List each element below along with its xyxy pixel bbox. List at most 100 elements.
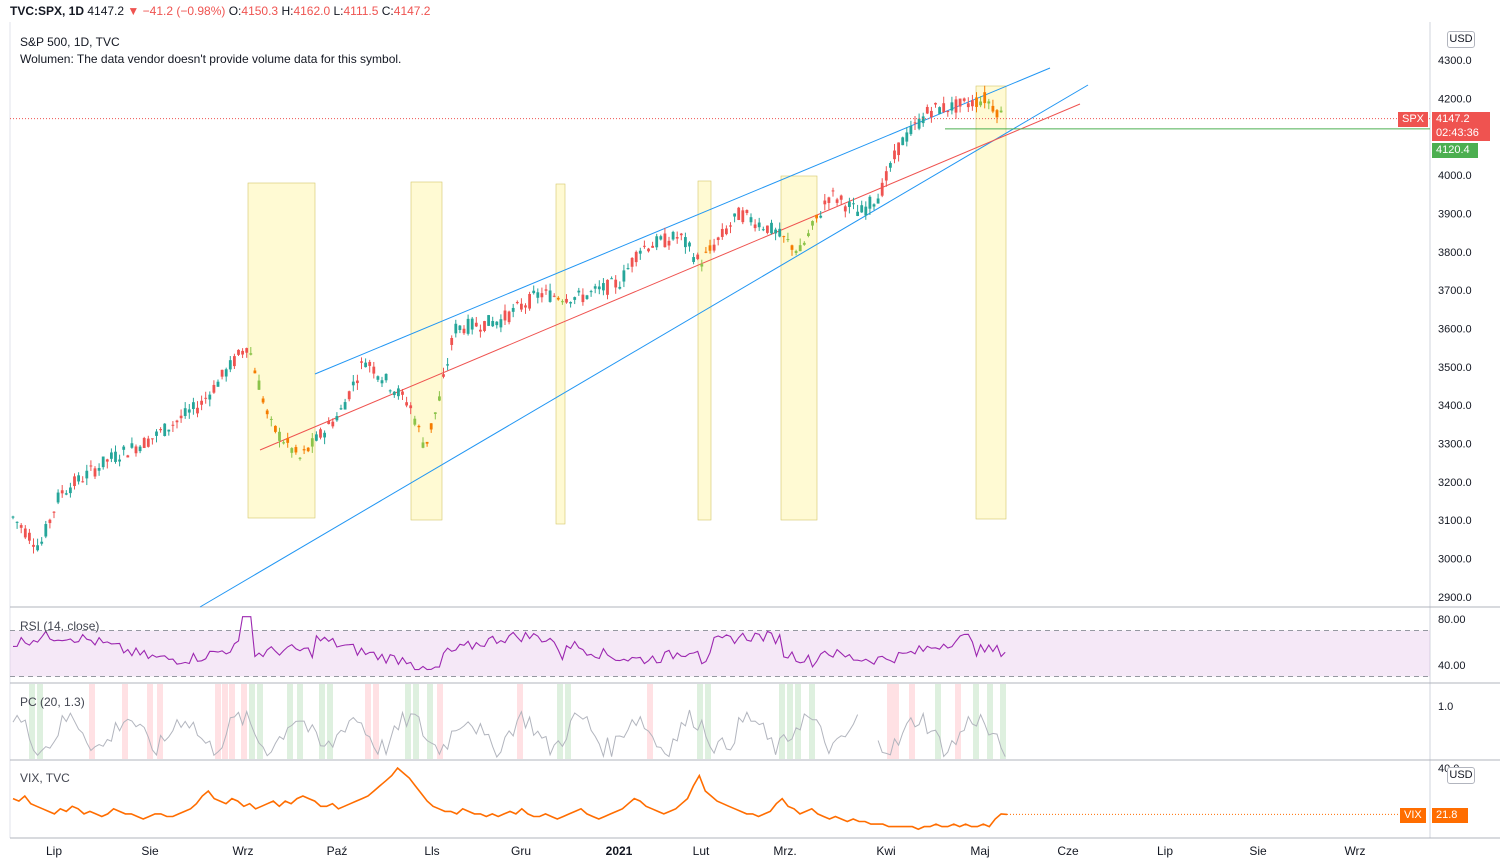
candle-body (413, 418, 417, 425)
highlight-band[interactable] (555, 183, 566, 525)
candle-body (60, 490, 64, 494)
spx-label-tag: SPX (1398, 112, 1429, 127)
time-tick-label: Paź (327, 844, 348, 858)
pc-signal-bar (229, 684, 235, 759)
highlight-band[interactable] (697, 180, 712, 521)
candle-body (725, 228, 728, 235)
candle-body (544, 289, 548, 291)
candle-body (97, 467, 101, 471)
candle-body (438, 396, 441, 401)
countdown-tag: 02:43:36 (1432, 126, 1490, 141)
candle-body (901, 137, 905, 146)
candle-body (638, 250, 642, 254)
change-arrow: ▼ (127, 4, 140, 18)
candle-body (975, 97, 978, 107)
low-value: 4111.5 (343, 4, 379, 18)
time-tick-label: Lip (46, 844, 62, 858)
pc-axis-label: 1.0 (1438, 701, 1453, 713)
candle-body (89, 465, 93, 467)
candle-body (196, 407, 199, 414)
candle-body (327, 420, 331, 425)
candle-body (839, 195, 843, 200)
candle-body (405, 402, 408, 406)
vix-currency-button[interactable]: USD (1447, 767, 1475, 784)
candle-body (737, 207, 741, 220)
candle-body (146, 438, 150, 447)
candle-body (938, 107, 941, 114)
pc-signal-bar (373, 684, 379, 759)
candle-body (761, 229, 765, 231)
pc-signal-bar (973, 684, 979, 759)
candle-body (114, 451, 117, 462)
candle-body (224, 369, 228, 377)
price-tick-label: 3000.0 (1438, 554, 1472, 566)
candle-body (983, 92, 987, 104)
highlight-band[interactable] (975, 85, 1007, 520)
candle-body (958, 98, 962, 107)
candle-body (360, 361, 363, 363)
candle-body (397, 388, 400, 397)
vix-label-tag: VIX (1400, 808, 1426, 823)
candle-body (466, 318, 470, 334)
pc-pane-title[interactable]: PC (20, 1.3) (20, 695, 85, 709)
candle-body (569, 302, 572, 304)
candle-body (757, 222, 761, 228)
main-pane-title[interactable]: S&P 500, 1D, TVC (20, 35, 120, 49)
candle-body (356, 380, 359, 384)
candle-body (671, 231, 675, 240)
candle-body (667, 240, 671, 246)
time-tick-label: Mrz. (773, 844, 796, 858)
candle-body (171, 424, 175, 426)
price-axis[interactable]: 4300.04200.04100.04000.03900.03800.03700… (10, 55, 1472, 604)
candle-body (720, 228, 724, 237)
highlight-band[interactable] (410, 181, 443, 521)
candle-body (474, 322, 478, 327)
highlight-band[interactable] (780, 175, 818, 521)
candle-body (819, 215, 823, 218)
vix-pane-title[interactable]: VIX, TVC (20, 771, 70, 785)
candle-body (118, 459, 121, 462)
pc-signal-bar (249, 684, 255, 759)
candle-body (807, 233, 810, 237)
highlight-band[interactable] (247, 182, 316, 519)
candle-body (257, 380, 261, 390)
upper-channel-line[interactable] (314, 67, 1051, 375)
lower-channel-line[interactable] (199, 84, 1089, 608)
candle-body (643, 245, 646, 247)
candle-body (306, 447, 310, 452)
pc-signal-bar (557, 684, 563, 759)
candle-body (249, 353, 253, 355)
candle-body (491, 321, 495, 327)
candle-body (618, 286, 622, 289)
candle-body (81, 481, 85, 483)
time-tick-label: Sie (141, 844, 159, 858)
candle-body (782, 236, 786, 238)
candle-body (85, 470, 89, 479)
candle-body (815, 214, 818, 219)
candle-body (368, 361, 372, 366)
trend-lines[interactable] (199, 67, 1089, 608)
candle-body (745, 210, 749, 213)
candle-body (880, 182, 884, 196)
candle-body (917, 118, 921, 129)
red-trend-line[interactable] (259, 103, 1081, 451)
candle-body (409, 405, 413, 409)
candle-body (351, 381, 355, 386)
candle-body (712, 244, 716, 251)
rsi-band (10, 630, 1430, 677)
candle-body (540, 293, 544, 298)
currency-button[interactable]: USD (1447, 31, 1475, 48)
symbol-name[interactable]: TVC:SPX, 1D (10, 4, 85, 18)
time-tick-label: Wrz (1344, 844, 1365, 858)
candle-body (909, 125, 913, 135)
candle-body (852, 203, 855, 205)
high-label: H: (281, 4, 294, 18)
candle-body (864, 206, 868, 216)
candle-body (856, 211, 859, 216)
time-axis[interactable]: Lip Sie Wrz Paź Lls Gru 2021 Lut Mrz. Kwi Maj Cze Li… (46, 844, 1366, 858)
rsi-pane-title[interactable]: RSI (14, close) (20, 619, 100, 633)
candle-body (479, 329, 482, 332)
open-label: O: (228, 4, 242, 18)
candle-body (962, 98, 966, 101)
